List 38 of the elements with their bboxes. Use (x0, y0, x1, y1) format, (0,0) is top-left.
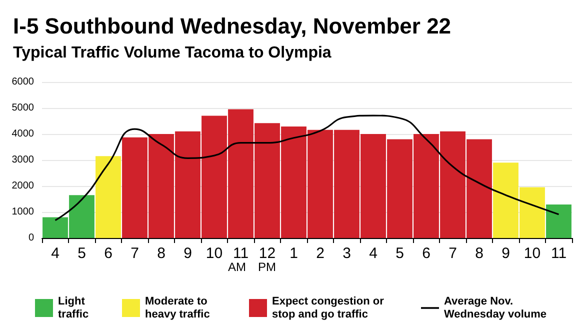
x-tick-label: 6 (104, 245, 112, 262)
x-tick-label: 4 (369, 245, 378, 262)
x-tick-label: 10 (206, 245, 223, 262)
text: PM (258, 260, 276, 274)
y-tick-label: 2000 (12, 180, 34, 192)
x-tick-label: 11 (550, 245, 567, 262)
x-tick-label: 5 (396, 245, 404, 262)
y-tick-label: 0 (28, 232, 34, 244)
x-tick-label: 2 (316, 245, 324, 262)
x-tick-label: 12 (258, 245, 276, 262)
line-series (54, 114, 560, 222)
x-tick-label: 10 (524, 245, 541, 262)
x-tick-label: 7 (448, 245, 457, 262)
x-tick-label: 6 (422, 245, 430, 262)
legend-label: Moderate to heavy traffic (145, 296, 210, 320)
y-tick-label: 4000 (12, 128, 34, 140)
x-tick-label: 7 (130, 245, 139, 262)
bar (96, 156, 121, 238)
x-tick-label: 9 (184, 245, 192, 262)
y-tick-label: 3000 (12, 154, 34, 166)
text: AM (228, 260, 246, 274)
legend-label: Average Nov. Wednesday volume (444, 296, 546, 320)
x-tick-label: 8 (157, 245, 166, 262)
x-tick-label: 4 (51, 245, 60, 262)
y-tick-label: 5000 (12, 102, 34, 114)
y-tick-label: 6000 (12, 76, 34, 88)
y-tick-label: 1000 (12, 206, 34, 218)
x-tick-label: 5 (78, 245, 86, 262)
chart-title: I-5 Southbound Wednesday, November 22 (13, 14, 452, 38)
legend-label: Light traffic (58, 296, 89, 320)
x-tick-label: 9 (502, 245, 510, 262)
x-tick-label: 11 (232, 245, 249, 262)
legend-label: Expect congestion or stop and go traffic (272, 296, 387, 320)
x-tick-label: 3 (342, 245, 351, 262)
x-tick-label: 8 (475, 245, 484, 262)
chart-subtitle: Typical Traffic Volume Tacoma to Olympia (13, 44, 332, 62)
bar (546, 204, 572, 238)
x-tick-label: 1 (290, 245, 298, 262)
